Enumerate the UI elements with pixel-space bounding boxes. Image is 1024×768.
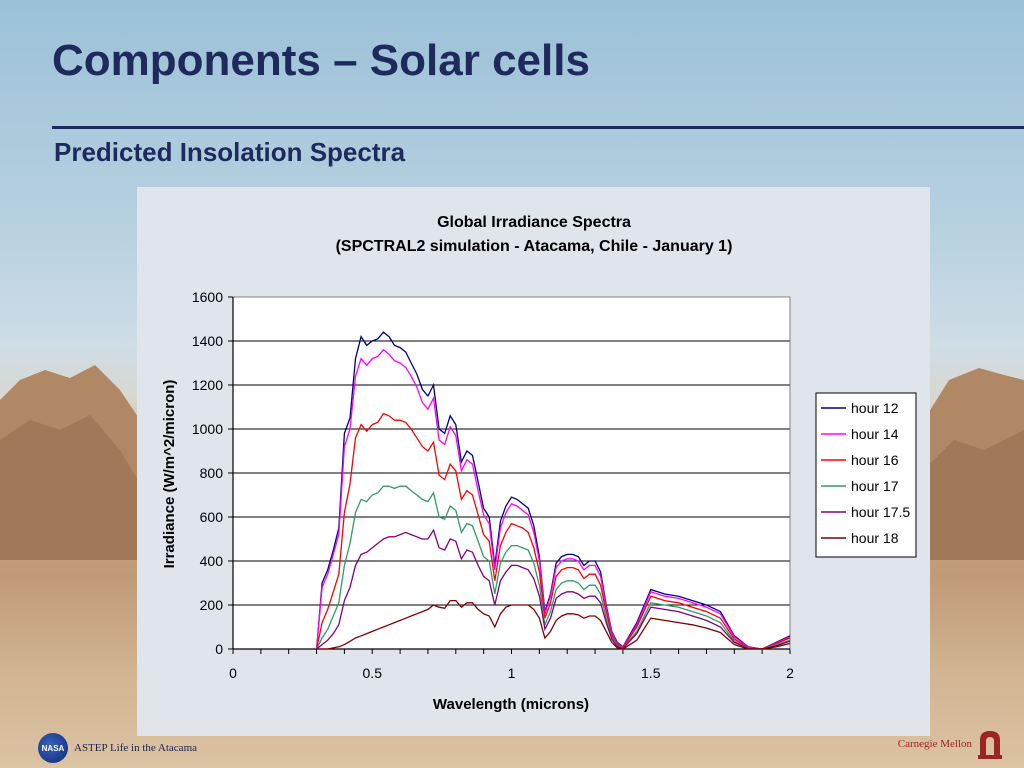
nasa-logo-icon: NASA xyxy=(38,733,68,763)
legend-box xyxy=(815,392,917,558)
x-tick-label: 0 xyxy=(229,665,237,681)
background-mountains-left xyxy=(0,365,150,560)
y-tick-label: 1400 xyxy=(192,333,223,349)
series-line-2 xyxy=(315,348,791,650)
legend-label-2: hour 14 xyxy=(851,426,899,442)
background-mountains-right xyxy=(924,368,1024,560)
slide-title: Components – Solar cells xyxy=(52,36,590,85)
y-tick-label: 1200 xyxy=(192,377,223,393)
legend-label-3: hour 16 xyxy=(851,452,899,468)
footer-project-text: ASTEP Life in the Atacama xyxy=(74,742,198,754)
series-line-1 xyxy=(315,331,791,650)
footer-university-text: Carnegie Mellon xyxy=(897,738,972,750)
y-tick-label: 600 xyxy=(200,509,224,525)
x-axis-label: Wavelength (microns) xyxy=(433,696,589,713)
chart-subtitle: (SPCTRAL2 simulation - Atacama, Chile - … xyxy=(336,238,733,255)
title-divider xyxy=(52,126,1024,129)
y-tick-label: 1000 xyxy=(192,421,223,437)
robotics-institute-logo-icon xyxy=(978,731,1002,759)
legend-label-6: hour 18 xyxy=(851,530,899,546)
series-line-3 xyxy=(315,412,791,650)
series-line-6 xyxy=(316,599,791,650)
legend-label-5: hour 17.5 xyxy=(851,504,910,520)
x-tick-label: 2 xyxy=(786,665,794,681)
y-tick-label: 1600 xyxy=(192,289,223,305)
chart-panel: Global Irradiance Spectra (SPCTRAL2 simu… xyxy=(137,187,930,736)
y-tick-label: 400 xyxy=(200,553,224,569)
x-tick-label: 0.5 xyxy=(363,665,383,681)
series-line-5 xyxy=(316,528,791,650)
irradiance-chart: Global Irradiance Spectra (SPCTRAL2 simu… xyxy=(161,214,917,713)
x-tick-label: 1.5 xyxy=(641,665,661,681)
chart-title: Global Irradiance Spectra xyxy=(437,214,631,231)
y-axis-label: Irradiance (W/m^2/micron) xyxy=(161,380,178,569)
y-tick-label: 200 xyxy=(200,597,224,613)
series-line-4 xyxy=(316,485,791,650)
x-tick-label: 1 xyxy=(508,665,516,681)
plot-area: 0 200 400 600 800 1000 1200 1400 1600 0 0.5 1 1.5 2 xyxy=(192,289,794,681)
legend: hour 12 hour 14 hour 16 hour 17 hour 17.5 hou… xyxy=(815,392,917,558)
slide-subtitle: Predicted Insolation Spectra xyxy=(54,137,406,167)
legend-label-1: hour 12 xyxy=(851,400,899,416)
footer-right: Carnegie Mellon xyxy=(898,728,1004,760)
y-tick-label: 800 xyxy=(200,465,224,481)
y-tick-label: 0 xyxy=(215,641,223,657)
legend-label-4: hour 17 xyxy=(851,478,899,494)
footer-left: NASA ASTEP Life in the Atacama xyxy=(38,733,197,763)
